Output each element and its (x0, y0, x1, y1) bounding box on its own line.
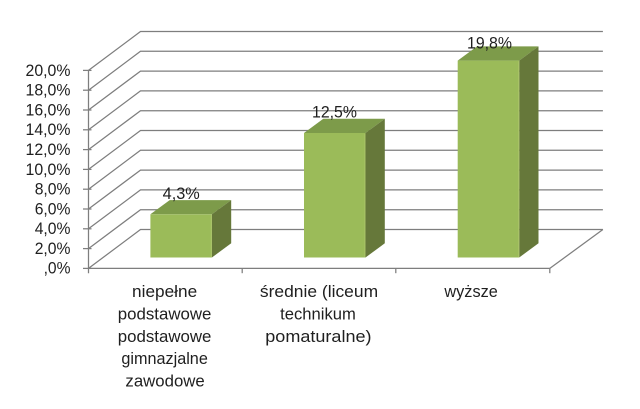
svg-text:niepełne: niepełne (132, 282, 197, 301)
svg-text:gimnazjalne: gimnazjalne (121, 349, 208, 368)
svg-text:,0%: ,0% (44, 259, 71, 278)
svg-text:zawodowe: zawodowe (125, 372, 204, 391)
svg-text:wyższe: wyższe (443, 282, 497, 301)
svg-text:10,0%: 10,0% (26, 160, 71, 179)
svg-text:19,8%: 19,8% (467, 33, 512, 52)
svg-text:2,0%: 2,0% (35, 239, 71, 258)
svg-text:12,5%: 12,5% (312, 103, 357, 122)
svg-text:12,0%: 12,0% (26, 140, 71, 159)
svg-text:pomaturalne): pomaturalne) (265, 327, 371, 346)
svg-text:8,0%: 8,0% (35, 180, 71, 199)
svg-text:18,0%: 18,0% (26, 81, 71, 100)
svg-text:podstawowe: podstawowe (118, 304, 212, 323)
svg-text:4,3%: 4,3% (163, 184, 200, 203)
svg-text:4,0%: 4,0% (35, 219, 71, 238)
svg-text:6,0%: 6,0% (35, 199, 71, 218)
svg-text:16,0%: 16,0% (26, 100, 71, 119)
svg-text:technikum: technikum (280, 304, 356, 323)
svg-text:20,0%: 20,0% (26, 61, 71, 80)
svg-text:średnie (liceum: średnie (liceum (260, 282, 378, 301)
svg-text:14,0%: 14,0% (26, 120, 71, 139)
svg-text:podstawowe: podstawowe (118, 327, 212, 346)
